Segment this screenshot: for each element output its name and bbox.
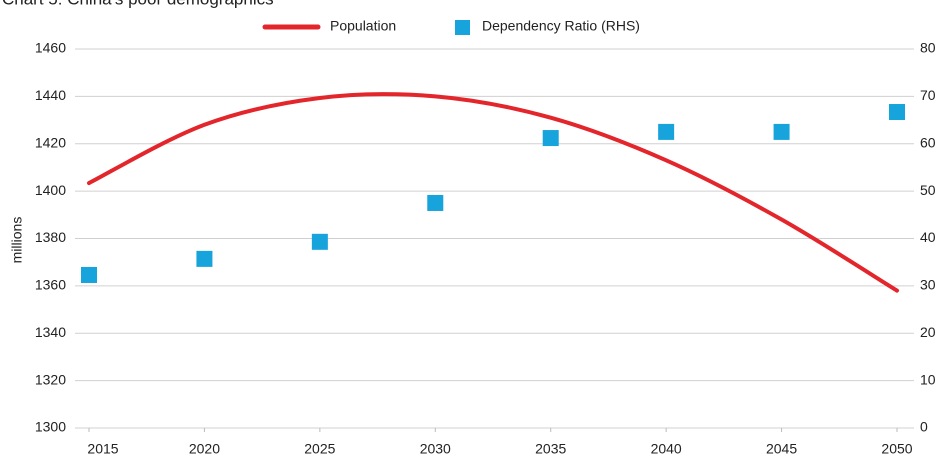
x-tick-label: 2025 xyxy=(304,441,335,457)
y-tick-label: 1320 xyxy=(35,371,66,387)
x-tick-label: 2045 xyxy=(766,441,797,457)
y2-tick-label: 20 xyxy=(920,324,936,340)
dependency-point xyxy=(542,130,559,147)
population-line xyxy=(87,92,899,293)
y2-tick-label: 10 xyxy=(920,371,936,387)
x-tick-label: 2030 xyxy=(420,441,451,457)
y2-tick-label: 60 xyxy=(920,134,936,150)
dependency-point xyxy=(81,266,97,283)
y-tick-label: 1300 xyxy=(35,419,66,435)
dependency-point xyxy=(773,123,790,140)
x-tick-label: 2050 xyxy=(881,441,912,457)
chart-title: Chart 5: China's poor demographics xyxy=(2,0,274,8)
x-tick-label: 2015 xyxy=(87,441,118,457)
dependency-point xyxy=(658,123,675,140)
y2-tick-label: 80 xyxy=(920,40,936,56)
legend-label: Population xyxy=(330,18,396,34)
y-tick-label: 1360 xyxy=(35,277,66,293)
y2-tick-label: 40 xyxy=(920,229,936,245)
y2-tick-label: 0 xyxy=(920,419,928,435)
y-tick-label: 1460 xyxy=(35,40,66,56)
y2-tick-label: 50 xyxy=(920,182,936,198)
dependency-point xyxy=(427,194,444,211)
x-tick-label: 2020 xyxy=(189,441,220,457)
y-tick-label: 1400 xyxy=(35,182,66,198)
y-tick-label: 1420 xyxy=(35,134,66,150)
y-axis-label: millions xyxy=(9,217,25,264)
legend-label: Dependency Ratio (RHS) xyxy=(482,18,640,34)
dependency-point xyxy=(889,104,905,121)
legend-swatch xyxy=(455,20,470,35)
dependency-point xyxy=(196,250,213,267)
x-tick-label: 2040 xyxy=(651,441,682,457)
x-tick-label: 2035 xyxy=(535,441,566,457)
y-tick-label: 1380 xyxy=(35,229,66,245)
dependency-point xyxy=(311,233,328,250)
y2-tick-label: 70 xyxy=(920,87,936,103)
y-tick-label: 1440 xyxy=(35,87,66,103)
y-tick-label: 1340 xyxy=(35,324,66,340)
y2-tick-label: 30 xyxy=(920,277,936,293)
